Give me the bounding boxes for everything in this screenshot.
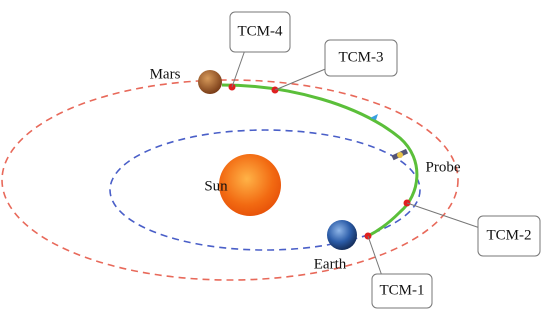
sun-label: Sun xyxy=(204,178,228,194)
mars xyxy=(198,70,222,94)
probe-icon xyxy=(391,149,408,160)
callout-label: TCM-4 xyxy=(238,23,284,39)
sun xyxy=(219,154,281,216)
earth xyxy=(327,220,357,250)
earth-label: Earth xyxy=(314,256,347,272)
pointer xyxy=(232,50,245,87)
callout-label: TCM-2 xyxy=(487,227,532,243)
pointer xyxy=(407,203,480,228)
probe-label: Probe xyxy=(426,159,461,175)
mars-label: Mars xyxy=(150,66,181,82)
callout-label: TCM-1 xyxy=(380,282,425,298)
callout-label: TCM-3 xyxy=(339,49,384,65)
pointer xyxy=(368,236,382,276)
diagram: TCM-4 TCM-3 TCM-2 TCM-1 Mars Sun Earth P… xyxy=(0,0,549,312)
